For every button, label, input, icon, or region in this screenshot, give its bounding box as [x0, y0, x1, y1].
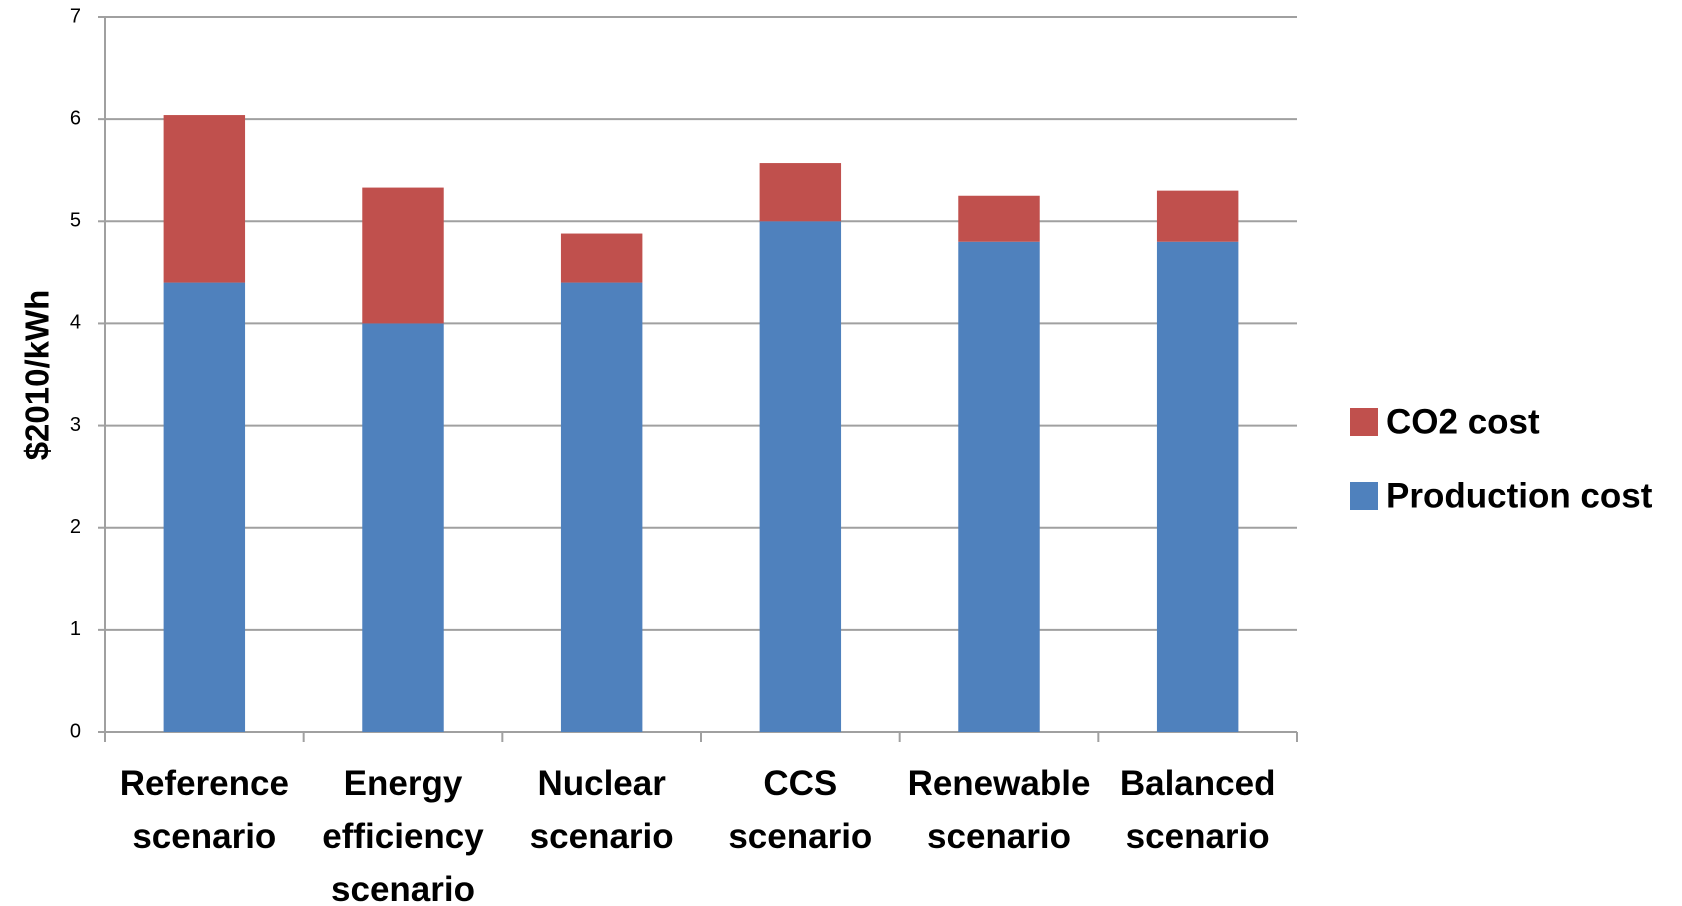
legend-swatch [1350, 408, 1378, 436]
x-tick-label: Reference scenario [120, 764, 289, 856]
legend-label: Production cost [1386, 476, 1653, 515]
y-tick-label: 1 [70, 618, 81, 640]
bar-segment [163, 282, 246, 732]
bar-segment [560, 233, 643, 283]
bar-segment [362, 323, 444, 732]
y-tick-label: 4 [70, 312, 81, 334]
bar-segment [958, 195, 1040, 242]
bar-segment [759, 221, 842, 733]
y-tick-label: 7 [70, 5, 81, 27]
y-axis-label: $2010/kWh [19, 290, 56, 461]
x-tick-label: Nuclear scenario [530, 764, 674, 856]
bar-segment [958, 241, 1040, 732]
y-tick-label: 5 [70, 210, 81, 232]
x-tick-label: Energy efficiency scenario [322, 764, 484, 906]
bar-segment [560, 282, 643, 732]
y-tick-label: 0 [70, 720, 81, 742]
bar-segment [1156, 241, 1239, 732]
x-tick-label: CCS scenario [728, 764, 872, 856]
bar-segment [163, 115, 246, 283]
x-tick-label: Balanced scenario [1120, 764, 1276, 856]
bar-segment [362, 187, 444, 324]
y-tick-label: 3 [70, 414, 81, 436]
y-tick-label: 2 [70, 516, 81, 538]
legend-swatch [1350, 482, 1378, 510]
bar-segment [759, 163, 842, 222]
y-tick-label: 6 [70, 107, 81, 129]
x-tick-label: Renewable scenario [908, 764, 1091, 856]
legend-label: CO2 cost [1386, 402, 1540, 441]
bar-segment [1156, 190, 1239, 242]
